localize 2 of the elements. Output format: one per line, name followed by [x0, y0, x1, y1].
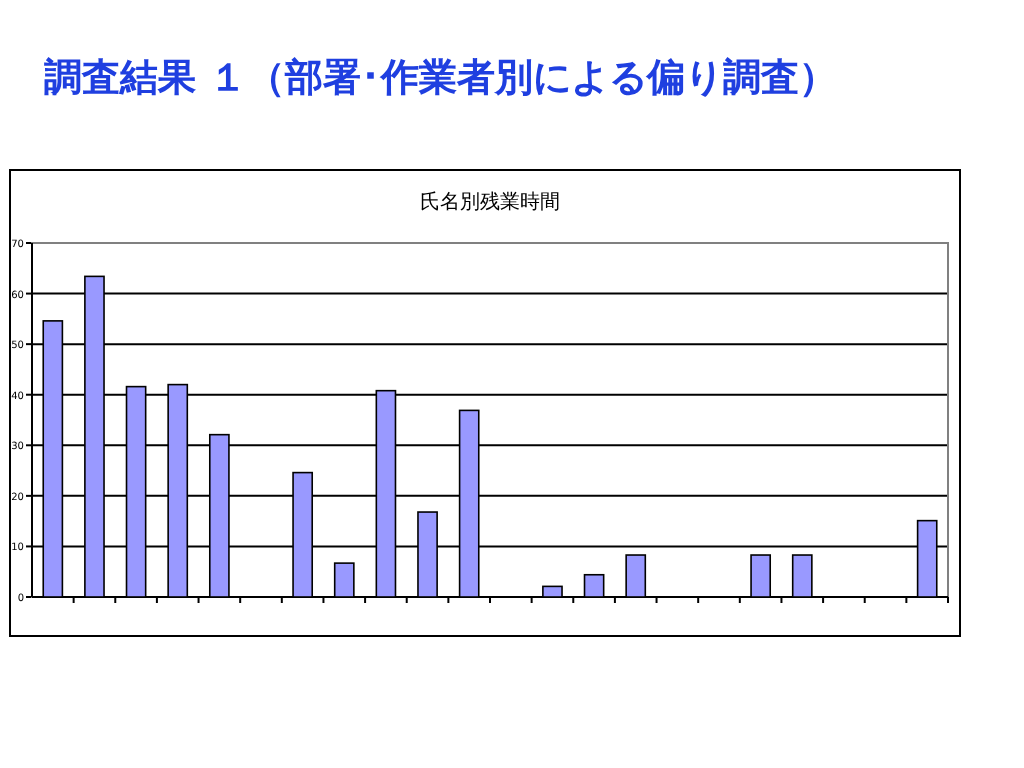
chart-title: 調査結果 １（部署･作業者別による偏り調査） — [44, 56, 838, 100]
chart-subtitle: 氏名別残業時間 — [420, 190, 560, 214]
